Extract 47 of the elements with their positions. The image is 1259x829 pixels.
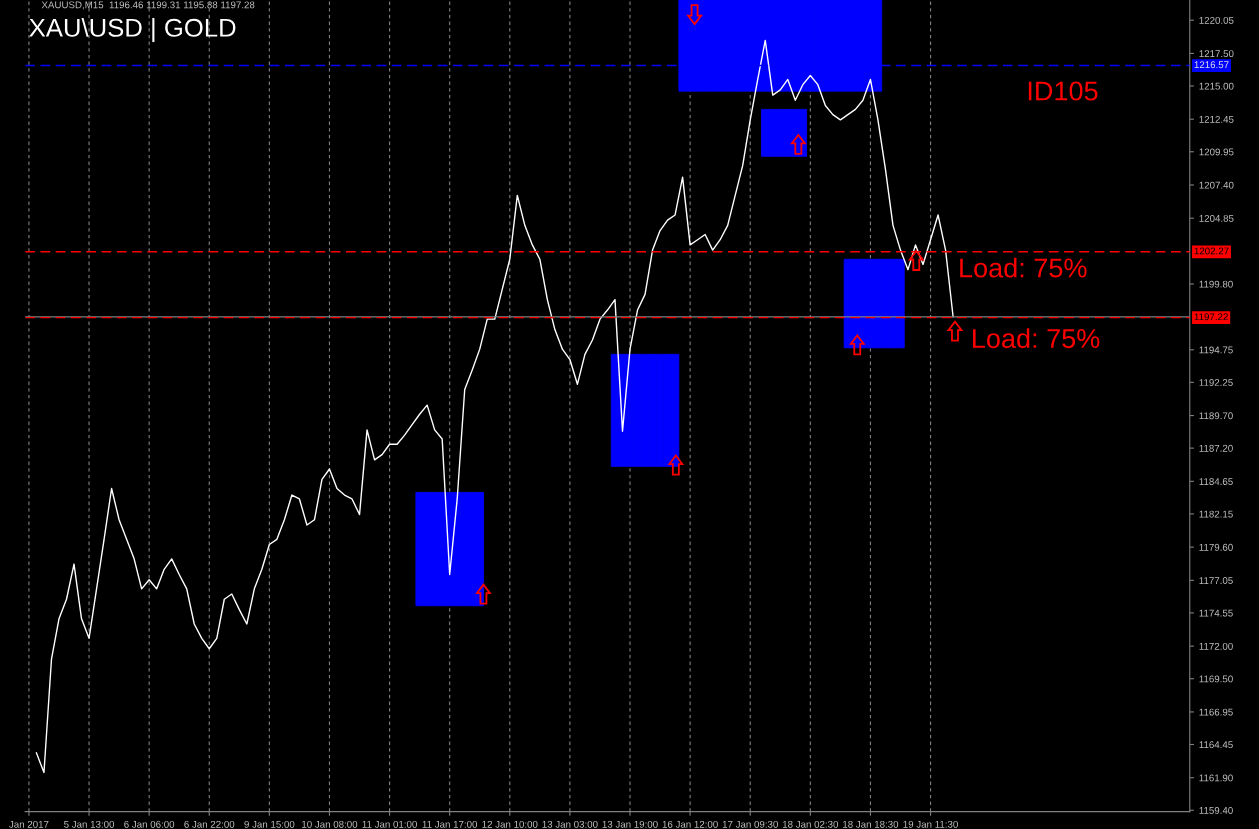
x-tick-label: 9 Jan 15:00	[244, 820, 295, 828]
x-tick-label: 13 Jan 19:00	[602, 820, 658, 828]
y-tick-label: 1189.70	[1199, 412, 1233, 420]
text: XAU\USD | GOLD	[29, 18, 236, 43]
annotation: ID105	[1028, 81, 1098, 101]
x-tick-label: Jan 2017	[9, 820, 49, 828]
y-tick-label: 1172.00	[1199, 642, 1233, 650]
x-tick-label: 6 Jan 22:00	[184, 820, 235, 828]
x-tick-label: 11 Jan 01:00	[362, 820, 417, 828]
x-tick-label: 6 Jan 06:00	[124, 820, 175, 828]
annotation: Load: 75%	[973, 328, 1100, 349]
y-tick-label: 1204.85	[1199, 214, 1234, 222]
y-tick-label: 1177.05	[1199, 577, 1233, 584]
y-tick-label: 1159.40	[1199, 807, 1233, 814]
y-tick-label: 1212.45	[1199, 115, 1234, 123]
y-tick-label: 1192.25	[1199, 379, 1233, 386]
ref-line-label: 1202.27	[1194, 247, 1229, 255]
y-tick-label: 1179.60	[1199, 543, 1233, 551]
y-tick-label: 1199.80	[1199, 280, 1233, 288]
ref-line-label: 1216.57	[1194, 61, 1229, 69]
x-tick-label: 16 Jan 12:00	[662, 820, 718, 828]
y-tick-label: 1217.50	[1199, 50, 1234, 58]
y-tick-label: 1187.20	[1199, 444, 1233, 452]
y-tick-label: 1164.45	[1199, 741, 1233, 749]
x-tick-label: 19 Jan 11:30	[903, 820, 958, 828]
y-tick-label: 1166.95	[1199, 708, 1233, 716]
y-tick-label: 1220.05	[1199, 16, 1234, 24]
y-tick-label: 1184.65	[1199, 478, 1233, 485]
x-tick-label: 5 Jan 13:00	[64, 820, 115, 828]
x-tick-label: 12 Jan 10:00	[482, 820, 538, 828]
x-tick-label: 10 Jan 08:00	[302, 820, 358, 828]
x-tick-label: 17 Jan 09:30	[722, 820, 778, 828]
y-tick-label: 1194.75	[1199, 346, 1233, 354]
y-tick-label: 1174.55	[1199, 609, 1233, 617]
y-tick-label: 1215.00	[1199, 82, 1234, 90]
x-tick-label: 18 Jan 18:30	[843, 820, 899, 828]
y-tick-label: 1182.15	[1199, 510, 1233, 518]
x-tick-label: 13 Jan 03:00	[542, 820, 598, 828]
chart-subtitle: XAUUSD,M15 1196.46 1199.31 1195.88 1197.28	[41, 1, 255, 10]
x-tick-label: 18 Jan 02:30	[782, 820, 839, 828]
y-tick-label: 1209.95	[1199, 148, 1234, 156]
y-tick-label: 1161.90	[1199, 774, 1233, 782]
y-tick-label: 1169.50	[1199, 675, 1233, 683]
x-tick-label: 11 Jan 17:00	[422, 820, 478, 828]
y-tick-label: 1207.40	[1199, 181, 1234, 189]
annotation: Load: 75%	[960, 257, 1087, 278]
ref-line-label: 1197.22	[1194, 313, 1228, 321]
